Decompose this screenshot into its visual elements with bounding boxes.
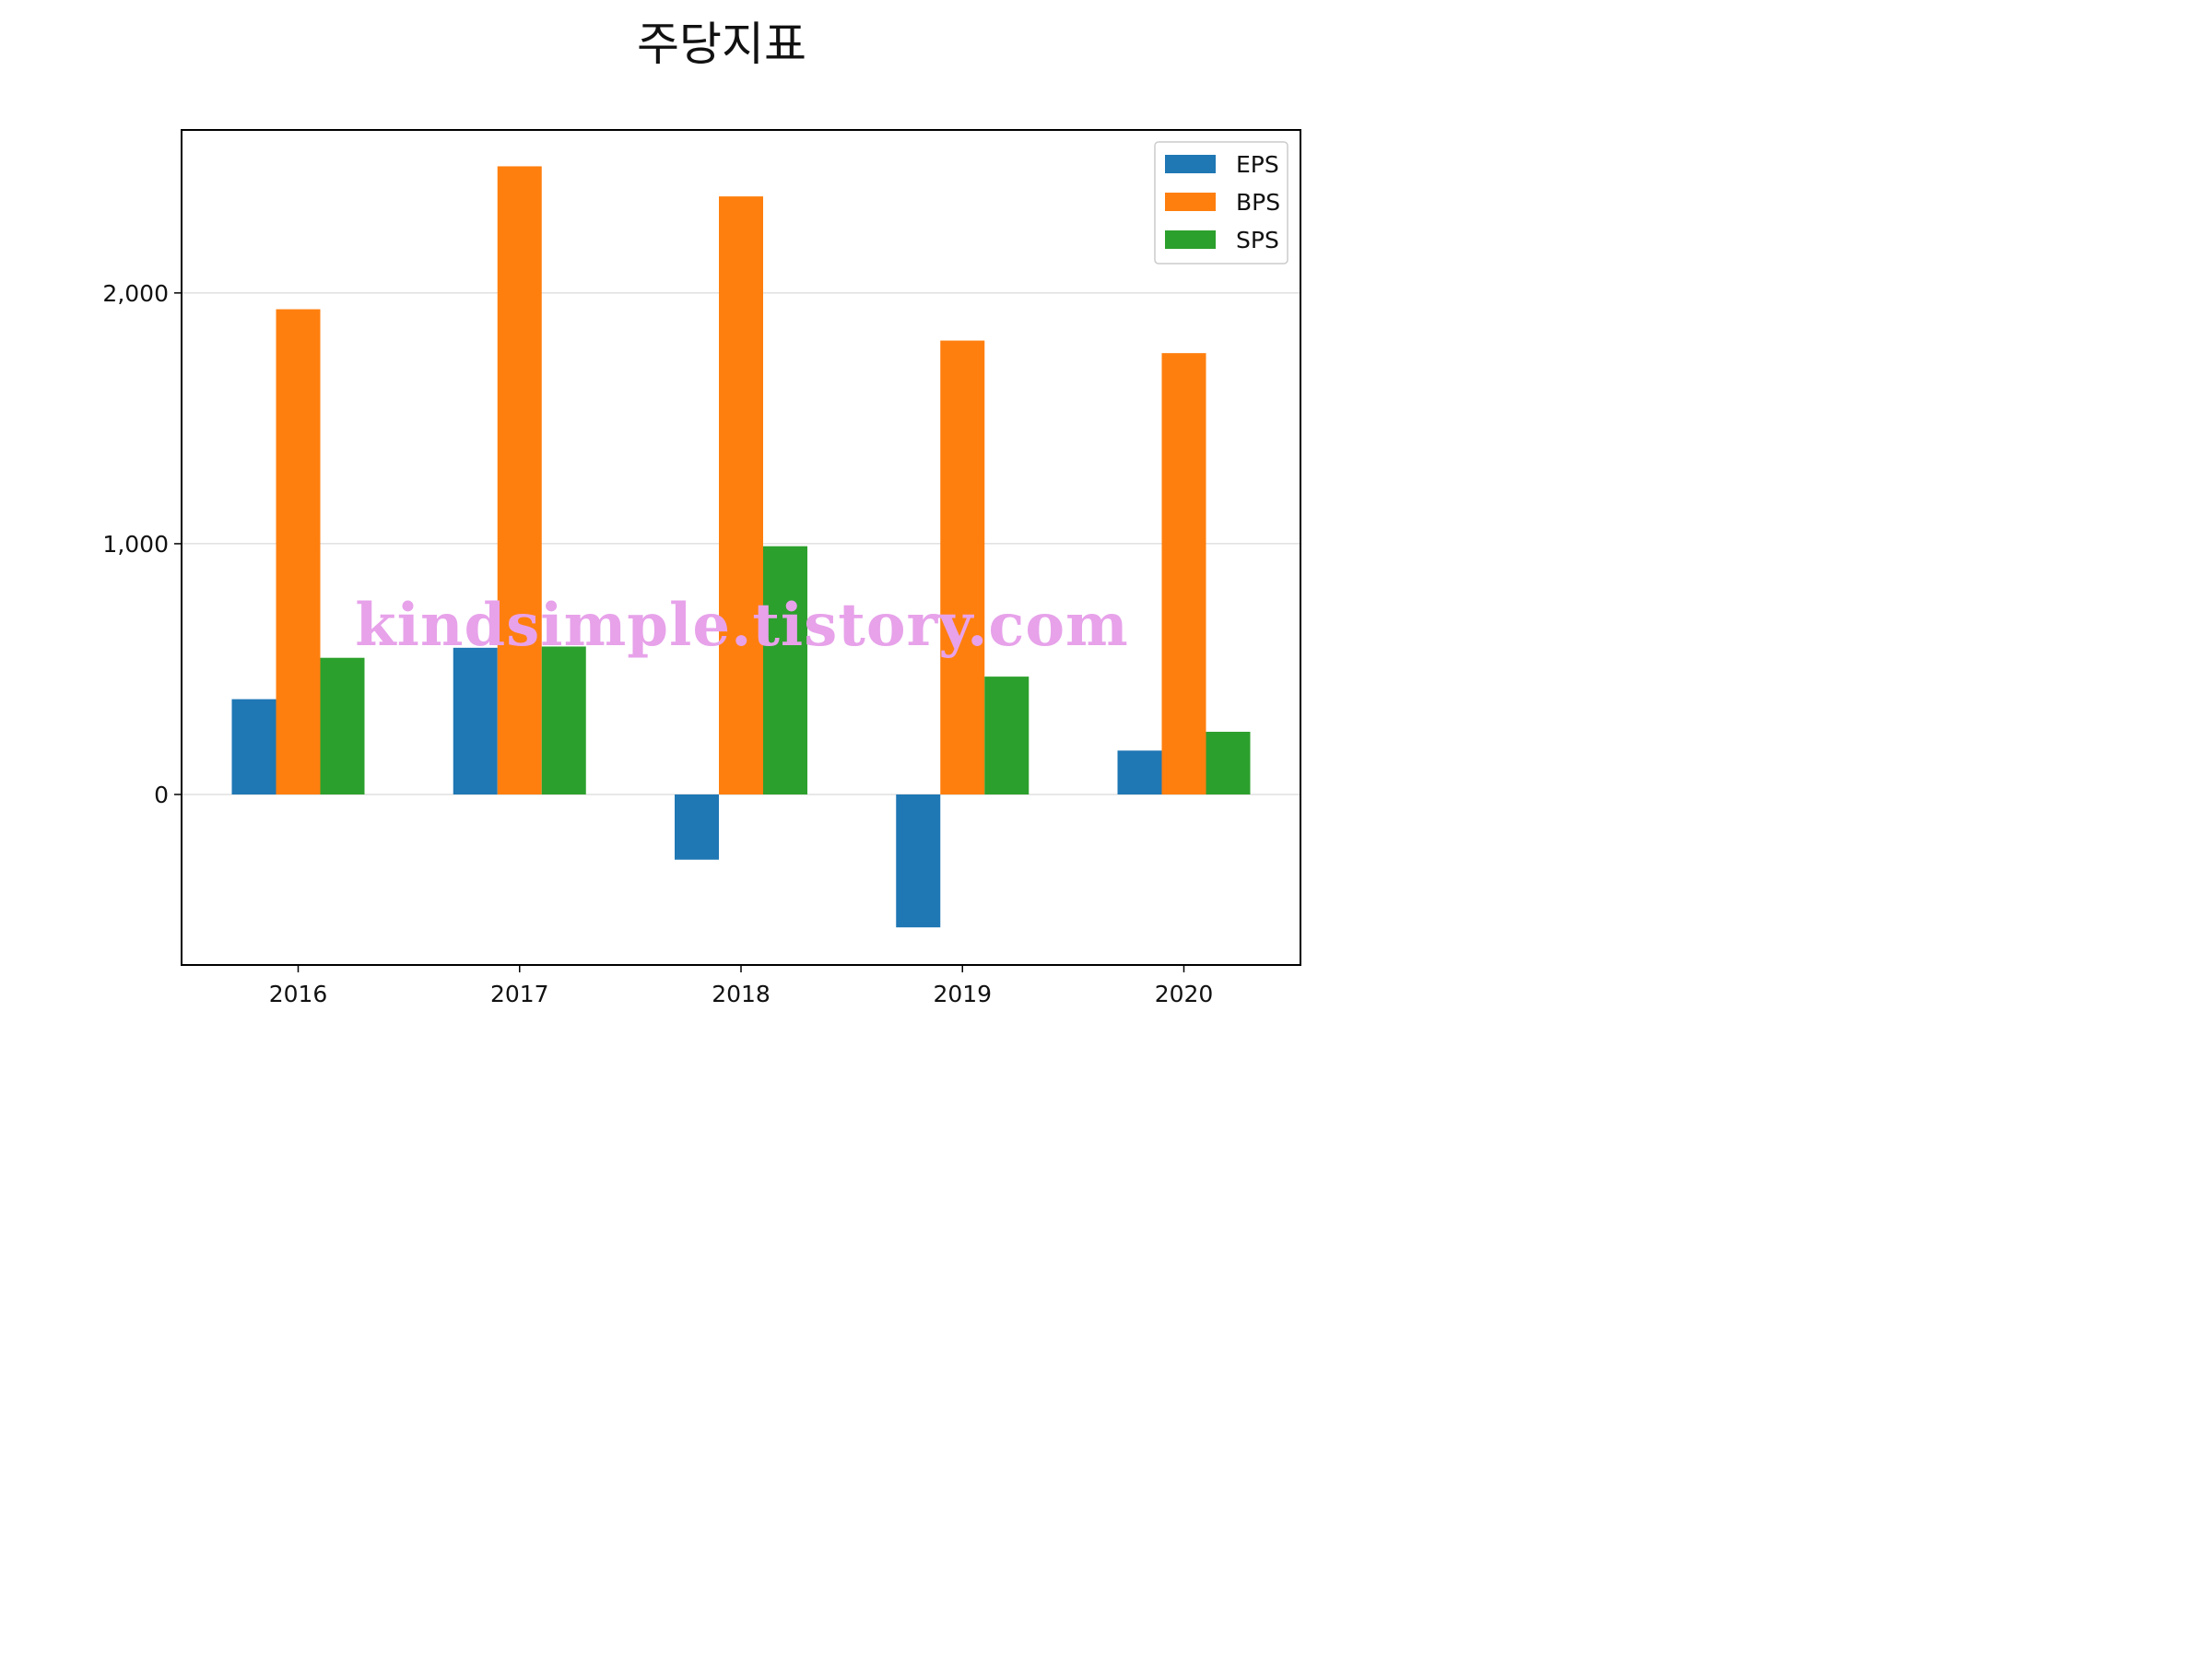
watermark: kindsimple.tistory.com (355, 591, 1128, 660)
chart-title: 주당지표 (637, 18, 806, 71)
x-tick-label: 2019 (933, 981, 992, 1007)
y-tick-label: 0 (154, 782, 169, 808)
legend-swatch-eps (1165, 155, 1216, 173)
bar-eps-2019 (896, 794, 941, 928)
bar-eps-2016 (231, 699, 276, 794)
y-axis: 0 1,000 2,000 (102, 280, 182, 808)
x-tick-label: 2020 (1155, 981, 1214, 1007)
bar-chart: 주당지표 0 1,000 2,000 2016 2017 2018 2019 2020 ki… (102, 18, 1301, 1007)
legend-swatch-bps (1165, 193, 1216, 211)
x-tick-label: 2017 (490, 981, 549, 1007)
x-tick-label: 2016 (269, 981, 328, 1007)
y-tick-label: 1,000 (102, 531, 169, 558)
y-tick-label: 2,000 (102, 280, 169, 307)
legend-label-eps: EPS (1236, 151, 1279, 178)
bar-eps-2018 (675, 794, 719, 860)
bar-bps-2019 (940, 340, 985, 794)
plot-frame (181, 129, 1301, 966)
bar-eps-2017 (453, 647, 498, 794)
x-axis: 2016 2017 2018 2019 2020 (269, 965, 1214, 1007)
legend-label-bps: BPS (1236, 189, 1280, 216)
legend: EPS BPS SPS (1154, 141, 1288, 265)
bar-sps-2016 (320, 657, 365, 794)
bar-sps-2017 (541, 646, 586, 794)
x-tick-label: 2018 (712, 981, 771, 1007)
bar-bps-2018 (719, 196, 763, 794)
bar-bps-2016 (276, 309, 321, 794)
bars (231, 166, 1251, 928)
bar-eps-2020 (1117, 750, 1162, 794)
bar-sps-2019 (984, 677, 1030, 794)
bar-bps-2017 (497, 166, 542, 794)
bar-sps-2018 (763, 546, 807, 794)
legend-swatch-sps (1165, 230, 1216, 249)
bar-bps-2020 (1161, 353, 1206, 794)
bar-sps-2020 (1206, 731, 1251, 794)
legend-label-sps: SPS (1236, 227, 1279, 253)
